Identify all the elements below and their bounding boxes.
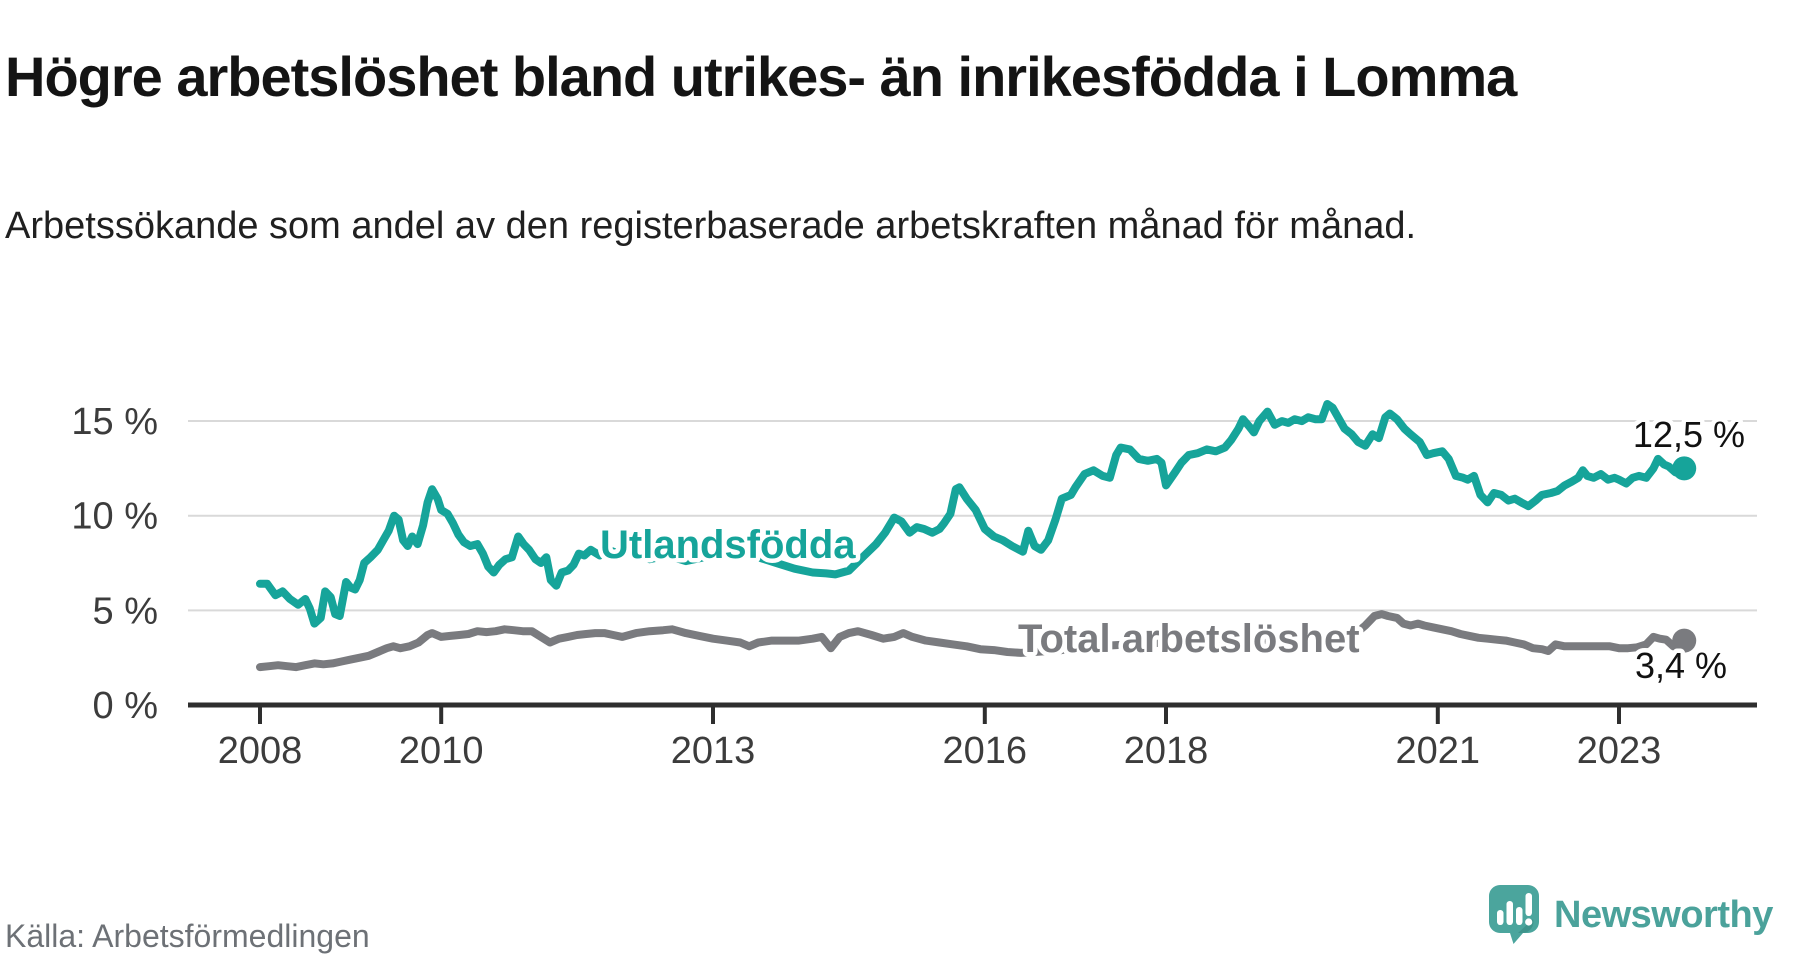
end-value-label-total: 3,4 %: [1635, 645, 1727, 686]
chart-subtitle: Arbetssökande som andel av den registerb…: [5, 205, 1417, 247]
x-tick-label: 2010: [399, 730, 484, 772]
end-value-label-utlandsfodda: 12,5 %: [1633, 414, 1745, 455]
y-tick-label: 5 %: [93, 590, 158, 632]
series-line-utlandsfodda: [256, 400, 1689, 628]
x-tick-label: 2018: [1124, 730, 1209, 772]
x-tick-label: 2016: [943, 730, 1028, 772]
newsworthy-speech-bubble-chart-icon: [1489, 885, 1539, 944]
y-tick-label: 10 %: [71, 496, 158, 538]
series-end-dot-total: [1672, 628, 1697, 653]
y-tick-label: 0 %: [93, 685, 158, 727]
source-attribution: Källa: Arbetsförmedlingen: [5, 918, 370, 954]
series-label-utlandsfodda: Utlandsfödda: [600, 523, 856, 567]
series-labels: Utlandsfödda Total arbetslöshet 12,5 % 3…: [596, 410, 1750, 691]
x-tick-label: 2023: [1577, 730, 1662, 772]
x-axis: 0 % 5 % 10 % 15 % 2008 2010 2013 2016 2018 2021 20…: [71, 401, 1757, 772]
x-tick-label: 2021: [1396, 730, 1481, 772]
x-tick-label: 2013: [671, 730, 756, 772]
newsworthy-logo: Newsworthy: [1488, 884, 1773, 946]
series-lines: [256, 400, 1689, 672]
series-label-total-arbetsloshet: Total arbetslöshet: [1018, 617, 1360, 661]
series-line-total: [256, 610, 1689, 672]
x-tick-label: 2008: [218, 730, 303, 772]
series-end-dots: [1672, 456, 1697, 653]
page-title: Högre arbetslöshet bland utrikes- än inr…: [5, 44, 1517, 108]
newsworthy-wordmark: Newsworthy: [1554, 894, 1773, 936]
y-tick-label: 15 %: [71, 401, 158, 443]
series-end-dot-utlandsfodda: [1672, 456, 1697, 481]
